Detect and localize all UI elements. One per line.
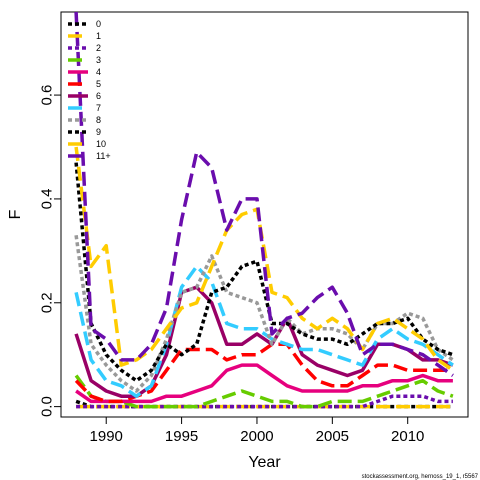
legend-label: 2 bbox=[96, 43, 101, 53]
y-axis-title: F bbox=[7, 209, 24, 219]
legend-label: 8 bbox=[96, 115, 101, 125]
x-tick-label: 1990 bbox=[90, 428, 123, 445]
series-line-7 bbox=[74, 264, 454, 398]
series-line-8 bbox=[74, 235, 454, 393]
series-lines bbox=[74, 12, 454, 409]
legend-label: 4 bbox=[96, 67, 101, 77]
y-tick-label: 0.2 bbox=[39, 292, 56, 313]
legend-label: 3 bbox=[96, 55, 101, 65]
legend-label: 5 bbox=[96, 79, 101, 89]
x-axis-title: Year bbox=[248, 454, 281, 471]
legend-label: 0 bbox=[96, 19, 101, 29]
series-line-2 bbox=[76, 394, 453, 409]
series-line-3 bbox=[74, 374, 454, 409]
legend-label: 11+ bbox=[96, 151, 111, 161]
series-line-4 bbox=[75, 363, 453, 404]
x-tick-label: 1995 bbox=[165, 428, 198, 445]
legend-label: 1 bbox=[96, 31, 101, 41]
legend-label: 7 bbox=[96, 103, 101, 113]
legend: 0 1 2 3 4 5 6 7 8 9 10 11+ bbox=[68, 19, 111, 161]
legend-label: 9 bbox=[96, 127, 101, 137]
x-axis: 1990 1995 2000 2005 2010 bbox=[90, 417, 424, 445]
y-tick-label: 0.4 bbox=[39, 188, 56, 209]
x-tick-label: 2010 bbox=[391, 428, 424, 445]
y-axis: 0.0 0.2 0.4 0.6 bbox=[39, 85, 61, 417]
y-tick-label: 0.6 bbox=[39, 85, 56, 106]
x-tick-label: 2000 bbox=[240, 428, 273, 445]
credit-text: stockassessment.org, hernoss_19_1, r5567 bbox=[362, 474, 479, 480]
x-tick-label: 2005 bbox=[316, 428, 349, 445]
series-line-9 bbox=[74, 162, 454, 383]
legend-label: 6 bbox=[96, 91, 101, 101]
plot-area-frame bbox=[60, 11, 469, 418]
series-line-11plus bbox=[74, 12, 454, 377]
y-tick-label: 0.0 bbox=[39, 396, 56, 417]
legend-label: 10 bbox=[96, 139, 106, 149]
